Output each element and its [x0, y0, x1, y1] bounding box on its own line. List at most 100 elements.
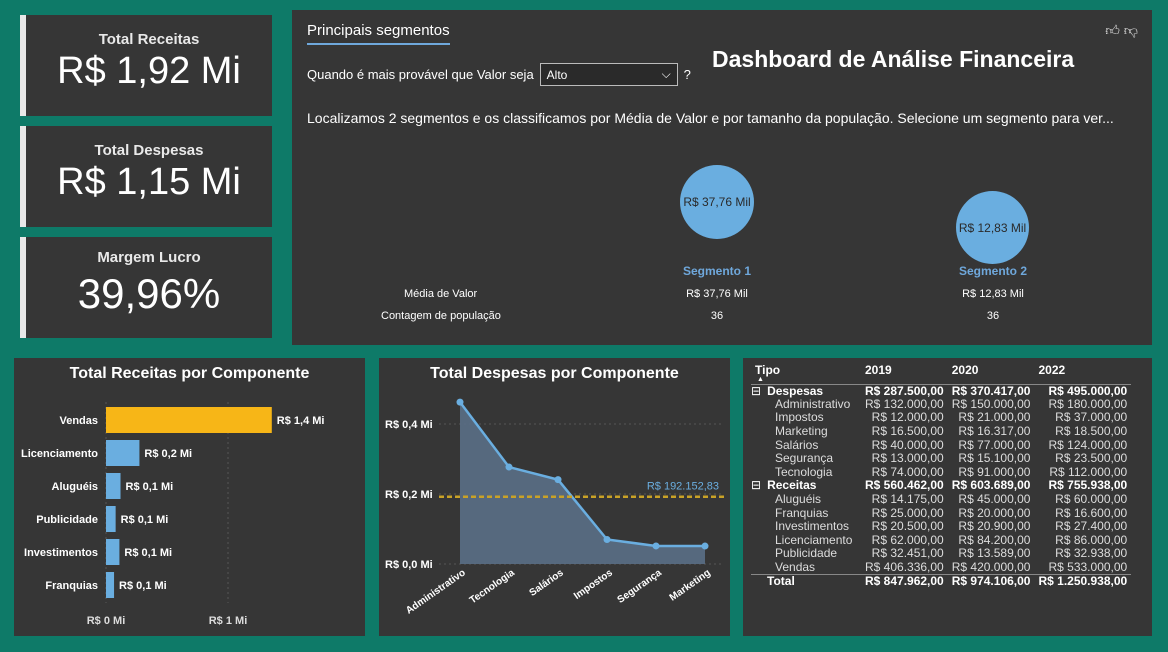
category-label: Publicidade: [36, 514, 98, 526]
table-cell: R$ 18.500,00: [1055, 424, 1128, 439]
matrix-table: Tipo ▲ 2019 2020 2022 ⊟ Despesas R$ 287.500…: [751, 363, 1132, 588]
collapse-icon[interactable]: ⊟: [751, 383, 762, 398]
table-cell: R$ 495.000,00: [1034, 383, 1132, 398]
receitas-bar-chart[interactable]: R$ 0 Mi R$ 1 Mi Vendas R$ 1,4 Mi Licenciamen…: [14, 358, 365, 636]
row-header: Salários: [751, 438, 861, 452]
table-row[interactable]: Impostos R$ 12.000,00 R$ 21.000,00 R$ 37.00…: [751, 411, 1131, 425]
category-label: Investimentos: [24, 547, 98, 559]
col-header-tipo[interactable]: Tipo ▲: [751, 363, 861, 384]
category-label: Marketing: [668, 567, 713, 603]
table-row[interactable]: Tecnologia R$ 74.000,00 R$ 91.000,00 R$ 112…: [751, 464, 1131, 480]
data-point: [603, 536, 611, 543]
tab-principais-segmentos[interactable]: Principais segmentos: [307, 22, 450, 45]
matrix-table-panel: Tipo ▲ 2019 2020 2022 ⊟ Despesas R$ 287.500…: [743, 358, 1152, 636]
col-header-2019[interactable]: 2019: [865, 363, 892, 377]
total-row[interactable]: Total R$ 847.962,00 R$ 974.106,00 R$ 1.250.…: [751, 573, 1132, 588]
table-row[interactable]: Administrativo R$ 132.000,00 R$ 150.000,00…: [751, 396, 1131, 412]
category-label: Vendas: [59, 415, 98, 427]
data-point: [701, 542, 709, 550]
col-header-2022[interactable]: 2022: [1038, 363, 1066, 377]
segment-1-bubble[interactable]: R$ 37,76 Mil: [680, 165, 754, 239]
table-cell: R$ 533.000,00: [1048, 559, 1128, 574]
table-row[interactable]: Marketing R$ 16.500,00 R$ 16.317,00 R$ 18.5…: [751, 425, 1131, 439]
table-cell: R$ 847.962,00: [861, 573, 948, 588]
kpi-label: Total Despesas: [94, 142, 204, 159]
table-cell: R$ 13.589,00: [958, 546, 1031, 561]
x-tick-label: R$ 1 Mi: [209, 615, 248, 627]
kpi-card-total-receitas[interactable]: Total Receitas R$ 1,92 Mi: [20, 15, 272, 116]
table-cell: R$ 60.000,00: [1055, 492, 1128, 507]
row-label: Marketing: [775, 424, 828, 439]
select-value: Alto: [546, 67, 568, 82]
table-cell: R$ 16.500,00: [871, 424, 944, 439]
segment-2-bubble[interactable]: R$ 12,83 Mil: [956, 191, 1029, 264]
table-cell: R$ 32.938,00: [1055, 546, 1128, 561]
row-header: Tecnologia: [751, 465, 861, 480]
table-row[interactable]: Franquias R$ 25.000,00 R$ 20.000,00 R$ 16.6…: [751, 506, 1131, 520]
data-point: [652, 542, 660, 550]
table-row[interactable]: Publicidade R$ 32.451,00 R$ 13.589,00 R$ 32…: [751, 547, 1131, 561]
kpi-label: Total Receitas: [98, 31, 200, 48]
segments-description: Localizamos 2 segmentos e os classificam…: [307, 110, 1114, 126]
kpi-card-margem-lucro[interactable]: Margem Lucro 39,96%: [20, 237, 272, 338]
segment-1-count: 36: [710, 310, 724, 322]
table-row[interactable]: Licenciamento R$ 62.000,00 R$ 84.200,00 R$ …: [751, 532, 1131, 548]
table-cell: R$ 180.000,00: [1048, 396, 1128, 411]
table-cell: R$ 25.000,00: [871, 505, 944, 520]
category-label: Aluguéis: [52, 481, 98, 493]
row-label: Aluguéis: [775, 492, 822, 507]
row-label: Total: [767, 573, 795, 588]
table-row[interactable]: Segurança R$ 13.000,00 R$ 15.100,00 R$ 23.5…: [751, 452, 1131, 466]
despesas-area-chart[interactable]: R$ 0,0 Mi R$ 0,2 Mi R$ 0,4 Mi R$ 192.152,83…: [379, 358, 730, 636]
table-row[interactable]: Aluguéis R$ 14.175,00 R$ 45.000,00 R$ 60.00…: [751, 493, 1131, 507]
question-suffix: ?: [683, 67, 691, 82]
row-label-contagem: Contagem de população: [381, 310, 501, 322]
kpi-value: R$ 1,92 Mi: [57, 50, 241, 92]
average-label: R$ 192.152,83: [647, 481, 719, 493]
question-prefix: Quando é mais provável que Valor seja: [307, 67, 534, 82]
row-label: Vendas: [775, 559, 816, 574]
chart-title: Total Receitas por Componente: [69, 365, 310, 382]
table-cell: R$ 21.000,00: [958, 410, 1031, 425]
data-label: R$ 1,4 Mi: [277, 415, 325, 427]
table-cell: R$ 560.462,00: [865, 478, 944, 493]
row-label: Franquias: [775, 505, 829, 520]
kpi-card-total-despesas[interactable]: Total Despesas R$ 1,15 Mi: [20, 126, 272, 227]
row-label: Salários: [775, 437, 819, 452]
table-cell: R$ 112.000,00: [1049, 464, 1128, 479]
group-row[interactable]: ⊟ Despesas R$ 287.500,00 R$ 370.417,00 R$ 49…: [751, 383, 1132, 398]
data-label: R$ 0,2 Mi: [144, 448, 192, 460]
category-label: Franquias: [45, 580, 98, 592]
table-row[interactable]: Investimentos R$ 20.500,00 R$ 20.900,00 R$ …: [751, 520, 1131, 534]
receitas-chart-panel: Total Receitas por Componente R$ 0 Mi R$ …: [14, 358, 365, 636]
data-point: [456, 398, 464, 406]
chevron-down-icon: ⌵: [661, 67, 671, 81]
table-cell: R$ 14.175,00: [871, 492, 944, 507]
y-tick-label: R$ 0,2 Mi: [385, 489, 433, 501]
table-cell: R$ 62.000,00: [871, 532, 944, 547]
area-fill: [460, 402, 705, 564]
thumbs-up-icon[interactable]: 👍︎: [1105, 22, 1120, 38]
row-header: Administrativo: [751, 397, 861, 412]
collapse-icon[interactable]: ⊟: [751, 478, 762, 493]
category-label: Administrativo: [404, 567, 468, 616]
table-cell: R$ 150.000,00: [951, 396, 1031, 411]
y-tick-label: R$ 0,0 Mi: [385, 559, 433, 571]
data-label: R$ 0,1 Mi: [121, 514, 169, 526]
y-tick-label: R$ 0,4 Mi: [385, 419, 433, 431]
table-cell: R$ 16.600,00: [1055, 505, 1128, 520]
table-cell: R$ 40.000,00: [871, 437, 944, 452]
table-cell: R$ 132.000,00: [865, 396, 944, 411]
data-label: R$ 0,1 Mi: [126, 481, 174, 493]
value-select[interactable]: Alto ⌵: [539, 63, 678, 86]
bubble-label: R$ 12,83 Mil: [958, 220, 1027, 235]
group-row[interactable]: ⊟ Receitas R$ 560.462,00 R$ 603.689,00 R$ 75…: [751, 479, 1131, 493]
row-header: Licenciamento: [751, 533, 861, 548]
thumbs-down-icon[interactable]: 👎︎: [1123, 22, 1138, 38]
segment-2-label[interactable]: Segmento 2: [958, 264, 1027, 278]
col-header-2020[interactable]: 2020: [951, 363, 979, 377]
segment-1-label[interactable]: Segmento 1: [682, 264, 751, 278]
table-row[interactable]: Salários R$ 40.000,00 R$ 77.000,00 R$ 124.0…: [751, 438, 1131, 452]
row-label: Publicidade: [775, 546, 838, 561]
table-row[interactable]: Vendas R$ 406.336,00 R$ 420.000,00 R$ 533.0…: [751, 559, 1131, 575]
